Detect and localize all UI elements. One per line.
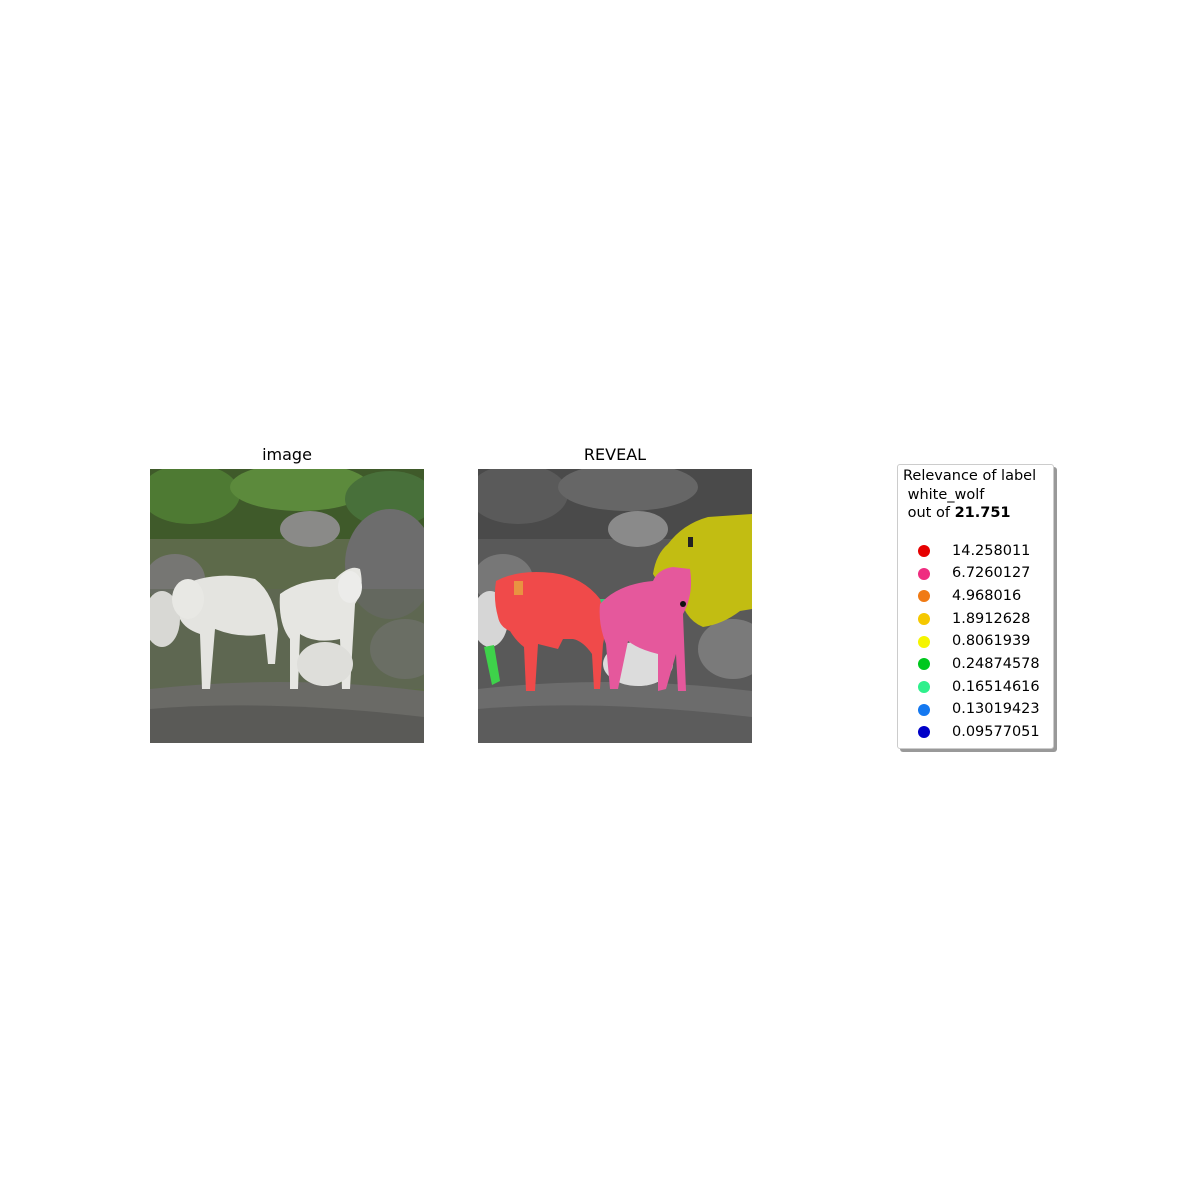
legend-item-value: 4.968016 xyxy=(952,587,1022,604)
legend-list: 14.258011 6.7260127 4.968016 1.8912628 0.806… xyxy=(898,540,1053,744)
legend-label-name: white_wolf xyxy=(903,486,985,503)
legend-item: 1.8912628 xyxy=(898,608,1053,631)
legend-color-dot-icon xyxy=(918,658,930,671)
reveal-explanation-image xyxy=(478,469,752,743)
legend-item-value: 0.24874578 xyxy=(952,656,1040,673)
legend-item: 0.16514616 xyxy=(898,676,1053,699)
legend-color-dot-icon xyxy=(918,726,930,739)
relevance-legend: Relevance of label white_wolf out of 21.… xyxy=(897,464,1054,749)
legend-item: 0.24874578 xyxy=(898,653,1053,676)
legend-title: Relevance of label white_wolf out of 21.… xyxy=(898,465,1053,523)
legend-color-dot-icon xyxy=(918,567,930,580)
legend-item: 4.968016 xyxy=(898,585,1053,608)
image-panel-title: image xyxy=(262,445,312,464)
legend-item-value: 6.7260127 xyxy=(952,565,1031,582)
yellow-region xyxy=(653,514,752,627)
legend-item: 6.7260127 xyxy=(898,562,1053,585)
legend-color-dot-icon xyxy=(918,635,930,648)
legend-item-value: 1.8912628 xyxy=(952,610,1031,627)
legend-item: 0.13019423 xyxy=(898,698,1053,721)
reveal-panel-title: REVEAL xyxy=(583,445,647,464)
legend-color-dot-icon xyxy=(918,612,930,625)
legend-item-value: 14.258011 xyxy=(952,542,1031,559)
red-region xyxy=(494,572,605,691)
legend-total-value: 21.751 xyxy=(954,505,1011,521)
legend-color-dot-icon xyxy=(918,680,930,693)
legend-out-of-text: out of xyxy=(903,505,955,521)
legend-title-line1: Relevance of label xyxy=(903,468,1037,484)
original-image xyxy=(150,469,424,743)
legend-item-value: 0.13019423 xyxy=(952,701,1040,718)
legend-color-dot-icon xyxy=(918,544,930,557)
legend-item: 0.09577051 xyxy=(898,721,1053,744)
legend-item-value: 0.8061939 xyxy=(952,633,1031,650)
legend-color-dot-icon xyxy=(918,703,930,716)
legend-color-dot-icon xyxy=(918,590,930,603)
legend-item: 14.258011 xyxy=(898,540,1053,563)
legend-item-value: 0.09577051 xyxy=(952,724,1040,741)
legend-item-value: 0.16514616 xyxy=(952,678,1040,695)
green-region xyxy=(484,645,500,685)
pink-region xyxy=(599,567,692,691)
legend-item: 0.8061939 xyxy=(898,630,1053,653)
